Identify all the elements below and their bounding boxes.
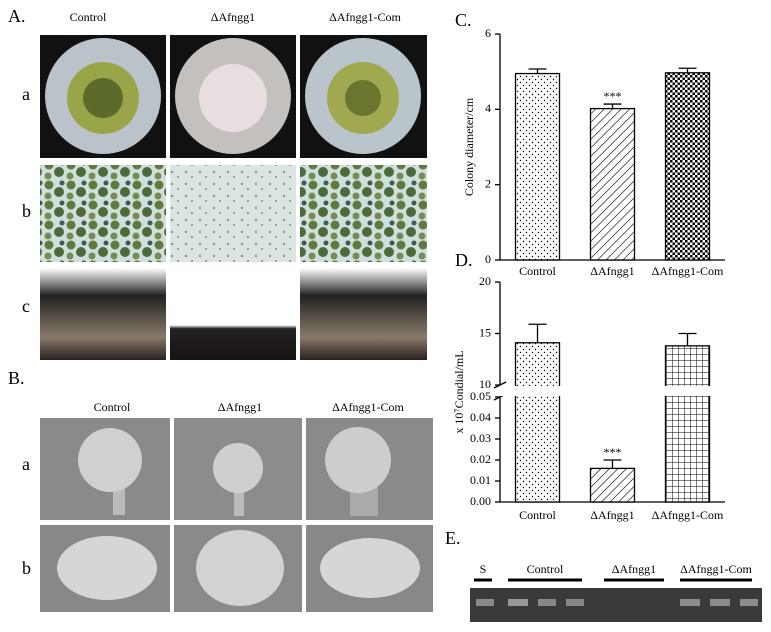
- y-tick-label: 6: [485, 26, 491, 40]
- y-tick-label: 0.00: [470, 494, 491, 508]
- column-header: ΔAfngg1: [218, 400, 262, 414]
- column-header: ΔAfngg1-Com: [332, 400, 404, 414]
- x-tick-label: Control: [519, 508, 556, 522]
- error-bar: [678, 67, 697, 73]
- bar: [664, 72, 711, 261]
- column-header: Control: [94, 400, 131, 414]
- column-header: ΔAfngg1-Com: [329, 10, 401, 24]
- y-tick-label: 0.03: [470, 431, 491, 445]
- photo-row-c: [40, 268, 427, 360]
- sem-images: [40, 418, 433, 612]
- lane-label: ΔAfngg1-Com: [680, 562, 752, 576]
- lane-label: Control: [527, 562, 564, 576]
- x-tick-label: ΔAfngg1: [590, 264, 634, 278]
- error-bar: [528, 68, 547, 74]
- error-bar: [678, 332, 697, 346]
- break-gap: [501, 386, 726, 396]
- column-header: Control: [70, 10, 107, 24]
- x-tick-label: ΔAfngg1: [590, 508, 634, 522]
- bar: [514, 72, 561, 261]
- bar: [589, 467, 636, 503]
- error-bar: [603, 459, 622, 469]
- row-label: a: [22, 84, 30, 104]
- photo-row-b: [40, 165, 427, 262]
- y-tick-label: 0: [485, 252, 491, 266]
- panel-label: D.: [455, 250, 473, 270]
- row-label: a: [22, 454, 30, 474]
- row-label: b: [22, 201, 31, 221]
- y-axis-label: Colony diameter/cm: [462, 97, 476, 196]
- bar: [514, 342, 561, 503]
- annotation: ***: [604, 89, 622, 103]
- y-tick-label: 15: [479, 325, 491, 339]
- y-tick-label: 10: [479, 377, 491, 391]
- x-tick-label: Control: [519, 264, 556, 278]
- y-tick-label: 0.02: [470, 452, 491, 466]
- axis: [499, 34, 725, 261]
- y-tick-label: 0.01: [470, 473, 491, 487]
- y-axis-label: x 10⁷Condial/mL: [452, 350, 466, 433]
- photo-row-a: [40, 35, 427, 158]
- lane-label: S: [480, 562, 487, 576]
- lane-label: ΔAfngg1: [612, 562, 656, 576]
- y-tick-label: 0.04: [470, 410, 491, 424]
- column-header: ΔAfngg1: [211, 10, 255, 24]
- annotation: ***: [604, 445, 622, 459]
- error-bar: [603, 103, 622, 109]
- x-tick-label: ΔAfngg1-Com: [652, 264, 724, 278]
- axis: [499, 282, 725, 503]
- row-label: c: [22, 296, 30, 316]
- error-bar: [528, 323, 547, 343]
- gel: [470, 578, 762, 622]
- panel-label: A.: [8, 6, 26, 26]
- y-tick-label: 0.05: [470, 389, 491, 403]
- bar: [664, 345, 711, 503]
- x-tick-label: ΔAfngg1-Com: [652, 508, 724, 522]
- y-tick-label: 20: [479, 274, 491, 288]
- row-label: b: [22, 558, 31, 578]
- panel-label: E.: [445, 528, 461, 548]
- bar: [589, 107, 636, 261]
- y-tick-label: 4: [485, 101, 491, 115]
- panel-label: B.: [8, 368, 25, 388]
- panel-label: C.: [455, 10, 472, 30]
- y-tick-label: 2: [485, 176, 491, 190]
